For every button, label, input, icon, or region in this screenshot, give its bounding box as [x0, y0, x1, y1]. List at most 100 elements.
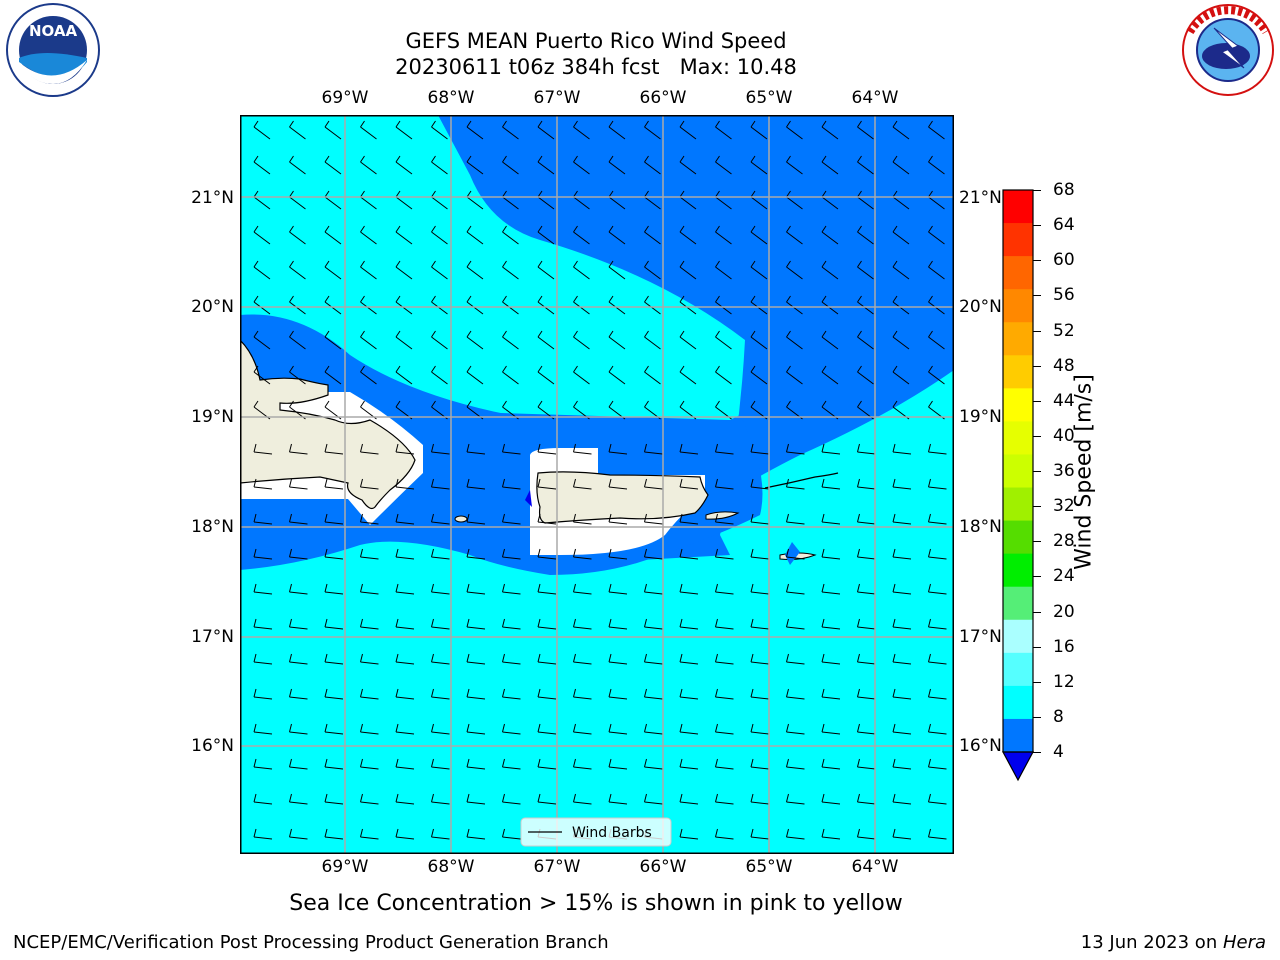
wind-barb — [573, 758, 592, 770]
wind-barb — [573, 548, 592, 560]
wind-barb — [821, 793, 841, 805]
wind-barb — [928, 155, 945, 175]
wind-barb — [857, 120, 874, 140]
wind-barb — [786, 583, 805, 595]
wind-barb — [466, 828, 486, 840]
wind-barb — [537, 793, 557, 805]
wind-barb — [928, 478, 947, 490]
wind-barb — [608, 155, 626, 175]
wind-barb — [750, 723, 770, 735]
colorbar-cell — [1003, 718, 1033, 753]
wind-barb — [644, 548, 663, 560]
wind-barb — [502, 443, 521, 455]
wind-barb — [786, 190, 803, 210]
wind-barb — [928, 365, 945, 385]
wind-barb — [360, 225, 377, 245]
wind-barb — [431, 365, 448, 385]
wind-barb — [786, 260, 803, 280]
wind-barb — [573, 190, 590, 210]
wind-barb — [679, 583, 699, 595]
wind-barb — [928, 225, 945, 245]
wind-barb — [466, 330, 484, 350]
wind-barb — [289, 295, 306, 315]
colorbar-cell — [1003, 520, 1033, 555]
wind-barb — [360, 155, 377, 175]
land-hispaniola — [240, 339, 416, 510]
wind-barb — [857, 793, 876, 805]
noaa-logo-text: NOAA — [29, 22, 78, 40]
wind-barb — [786, 793, 805, 805]
wind-barb — [821, 583, 841, 595]
wind-barb — [644, 583, 663, 595]
wind-barb — [750, 443, 770, 455]
wind-barb — [608, 618, 628, 630]
wind-barb — [360, 688, 379, 700]
wind-barb — [502, 330, 519, 350]
wind-barb — [644, 688, 663, 700]
wind-barb — [502, 548, 521, 560]
wind-barb — [715, 190, 732, 210]
wind-barb — [928, 190, 945, 210]
wind-barb — [644, 260, 661, 280]
wind-barb — [821, 478, 841, 490]
colorbar-tick-label: 44 — [1053, 390, 1075, 411]
lat-label-right: 19°N — [959, 407, 1002, 427]
wind-barb — [715, 688, 734, 700]
lon-label-bottom: 65°W — [745, 857, 793, 877]
wind-barb — [786, 513, 805, 525]
wind-barb — [289, 583, 308, 595]
wind-barb — [289, 828, 308, 840]
wind-barb — [644, 758, 663, 770]
map-legend: Wind Barbs — [520, 817, 672, 847]
wind-barb — [892, 155, 910, 175]
wind-barb — [537, 758, 557, 770]
wind-barb — [786, 688, 805, 700]
wind-barb — [892, 723, 912, 735]
wind-barb — [466, 618, 486, 630]
colorbar-cell — [1003, 652, 1033, 687]
colorbar-cell — [1003, 685, 1033, 720]
wind-barb — [360, 365, 377, 385]
wind-barb — [502, 723, 521, 735]
wind-barb — [857, 190, 874, 210]
colorbar-tick — [1033, 681, 1041, 683]
wind-barb — [644, 653, 663, 665]
wind-barb — [502, 583, 521, 595]
colorbar-cell — [1003, 586, 1033, 621]
colorbar-cell — [1003, 190, 1033, 224]
wind-barb — [324, 793, 344, 805]
graticule — [240, 115, 954, 854]
colorbar-cell — [1003, 553, 1033, 588]
wind-barb — [750, 583, 770, 595]
wind-barb — [324, 548, 344, 560]
wind-barb — [395, 295, 413, 315]
wind-barb — [821, 548, 841, 560]
wind-barb — [573, 155, 590, 175]
wind-barb — [573, 653, 592, 665]
wind-barb — [253, 618, 273, 630]
wind-barb — [324, 330, 342, 350]
wind-barb — [253, 828, 273, 840]
wind-barb — [857, 155, 874, 175]
colorbar-tick-label: 20 — [1053, 601, 1075, 622]
lon-label-bottom: 69°W — [321, 857, 369, 877]
wind-barb — [360, 120, 377, 140]
wind-barb — [679, 225, 697, 245]
wind-barb — [395, 513, 415, 525]
colorbar-tick-label: 56 — [1053, 285, 1075, 306]
wind-barb — [289, 225, 306, 245]
wind-barb — [573, 365, 590, 385]
wind-barb — [360, 443, 379, 455]
wind-barb — [289, 723, 308, 735]
wind-barb — [466, 295, 484, 315]
lat-label-left: 16°N — [191, 736, 234, 756]
wind-barb — [928, 793, 947, 805]
wind-barb — [750, 260, 768, 280]
wind-barb — [431, 295, 448, 315]
wind-barb — [857, 478, 876, 490]
wind-barb — [395, 260, 413, 280]
wind-barb — [821, 758, 841, 770]
colorbar-tick — [1033, 541, 1041, 543]
wind-barb — [502, 190, 519, 210]
wind-barb — [466, 513, 486, 525]
